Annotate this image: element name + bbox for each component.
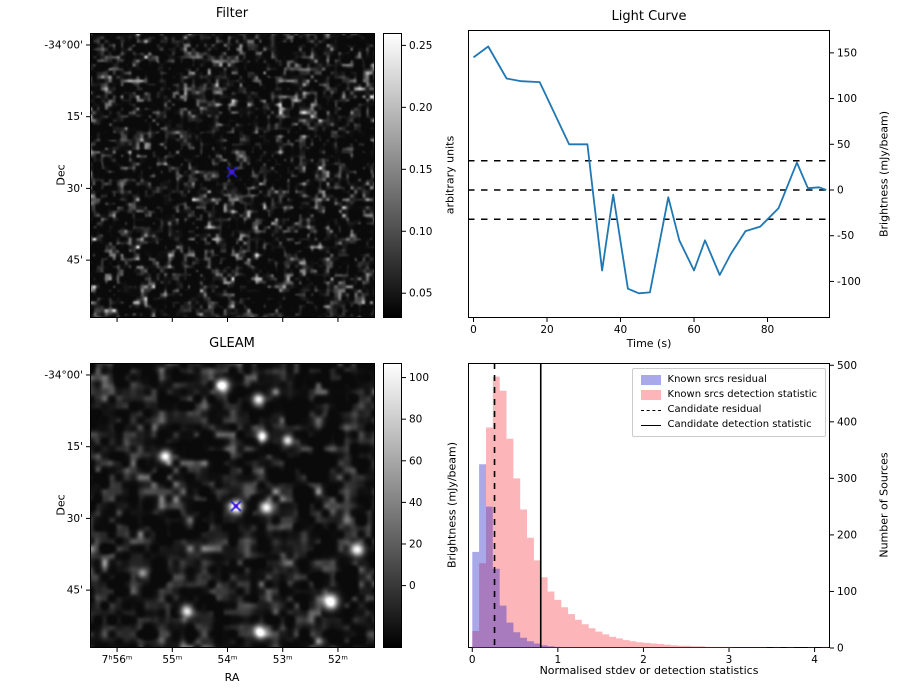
legend-solid-line-icon: [640, 424, 661, 426]
legend-entry: Known srcs residual: [640, 374, 817, 386]
lightcurve-y-tick-label: 50: [837, 139, 850, 151]
gleam-ylabel: Dec: [54, 494, 68, 516]
histogram-series-residual: [472, 464, 829, 648]
lightcurve-y-tick-label: 0: [837, 185, 844, 197]
lightcurve-y-tick-label: -100: [837, 276, 861, 288]
histogram-y-tick-label: 500: [837, 360, 857, 372]
gleam-title: GLEAM: [209, 336, 255, 351]
filter-colorbar-tick-label: 0.20: [409, 102, 432, 114]
legend-dashed-line-icon: [640, 409, 661, 411]
gleam-colorbar: [383, 363, 402, 648]
filter-y-tick-label: 45': [67, 255, 83, 267]
lightcurve-title: Light Curve: [611, 9, 687, 24]
filter-colorbar-label: arbitrary units: [443, 135, 457, 215]
filter-colorbar: [383, 33, 402, 318]
histogram-ylabel: Number of Sources: [877, 452, 891, 558]
gleam-x-tick-label: 7ʰ56ᵐ: [102, 654, 133, 666]
filter-y-tick-label: -34°00': [44, 39, 83, 51]
gleam-colorbar-tick-label: 80: [409, 414, 422, 426]
filter-y-tick-label: 30': [67, 183, 83, 195]
gleam-y-tick-label: -34°00': [44, 369, 83, 381]
gleam-colorbar-tick-label: 60: [409, 455, 422, 467]
gleam-sky-image: [90, 363, 375, 648]
lightcurve-x-tick-label: 80: [761, 324, 774, 336]
filter-sky-image: [90, 33, 375, 318]
legend-entry: Candidate detection statistic: [640, 419, 817, 431]
lightcurve-ylabel: Brightness (mJy/beam): [877, 110, 891, 238]
legend-pink-patch-icon: [640, 390, 661, 400]
lightcurve-y-tick-label: 150: [837, 47, 857, 59]
legend-label: Known srcs detection statistic: [667, 389, 817, 400]
legend-label: Candidate detection statistic: [667, 419, 812, 430]
lightcurve-y-tick-label: -50: [837, 230, 854, 242]
filter-colorbar-tick-label: 0.05: [409, 288, 432, 300]
histogram-y-tick-label: 300: [837, 473, 857, 485]
gleam-y-tick-label: 15': [67, 441, 83, 453]
filter-ylabel: Dec: [54, 164, 68, 186]
filter-colorbar-tick-label: 0.15: [409, 164, 432, 176]
histogram-y-tick-label: 400: [837, 416, 857, 428]
histogram-legend: Known srcs residual Known srcs detection…: [631, 368, 826, 437]
filter-colorbar-tick-label: 0.10: [409, 226, 432, 238]
histogram-x-tick-label: 0: [469, 654, 476, 666]
gleam-x-tick-label: 55ᵐ: [162, 654, 182, 666]
lightcurve-frame: [468, 30, 830, 318]
histogram-y-tick-label: 100: [837, 586, 857, 598]
gleam-colorbar-label: Brightness (mJy/beam): [445, 441, 459, 569]
lightcurve-xlabel: Time (s): [626, 337, 672, 350]
gleam-colorbar-tick-label: 20: [409, 538, 422, 550]
histogram-x-tick-label: 4: [811, 654, 818, 666]
gleam-y-tick-label: 30': [67, 513, 83, 525]
legend-entry: Candidate residual: [640, 404, 817, 416]
filter-colorbar-tick-label: 0.25: [409, 40, 432, 52]
gleam-x-tick-label: 54ᵐ: [218, 654, 238, 666]
lightcurve-x-tick-label: 60: [687, 324, 700, 336]
lightcurve-y-tick-label: 100: [837, 93, 857, 105]
lightcurve-x-tick-label: 0: [470, 324, 477, 336]
gleam-y-tick-label: 45': [67, 585, 83, 597]
lightcurve-x-tick-label: 40: [614, 324, 627, 336]
gleam-x-tick-label: 53ᵐ: [273, 654, 293, 666]
gleam-xlabel: RA: [224, 671, 240, 684]
filter-y-tick-label: 15': [67, 111, 83, 123]
gleam-colorbar-tick-label: 0: [409, 580, 416, 592]
legend-blue-patch-icon: [640, 375, 661, 385]
filter-title: Filter: [215, 6, 249, 21]
gleam-colorbar-tick-label: 100: [409, 372, 429, 384]
histogram-y-tick-label: 200: [837, 529, 857, 541]
legend-label: Known srcs residual: [667, 374, 767, 385]
histogram-xlabel: Normalised stdev or detection statistics: [539, 664, 759, 677]
legend-entry: Known srcs detection statistic: [640, 389, 817, 401]
gleam-colorbar-tick-label: 40: [409, 497, 422, 509]
histogram-y-tick-label: 0: [837, 643, 844, 655]
light-curve-line: [472, 45, 827, 295]
lightcurve-x-tick-label: 20: [540, 324, 553, 336]
gleam-x-tick-label: 52ᵐ: [328, 654, 348, 666]
legend-label: Candidate residual: [667, 404, 762, 415]
